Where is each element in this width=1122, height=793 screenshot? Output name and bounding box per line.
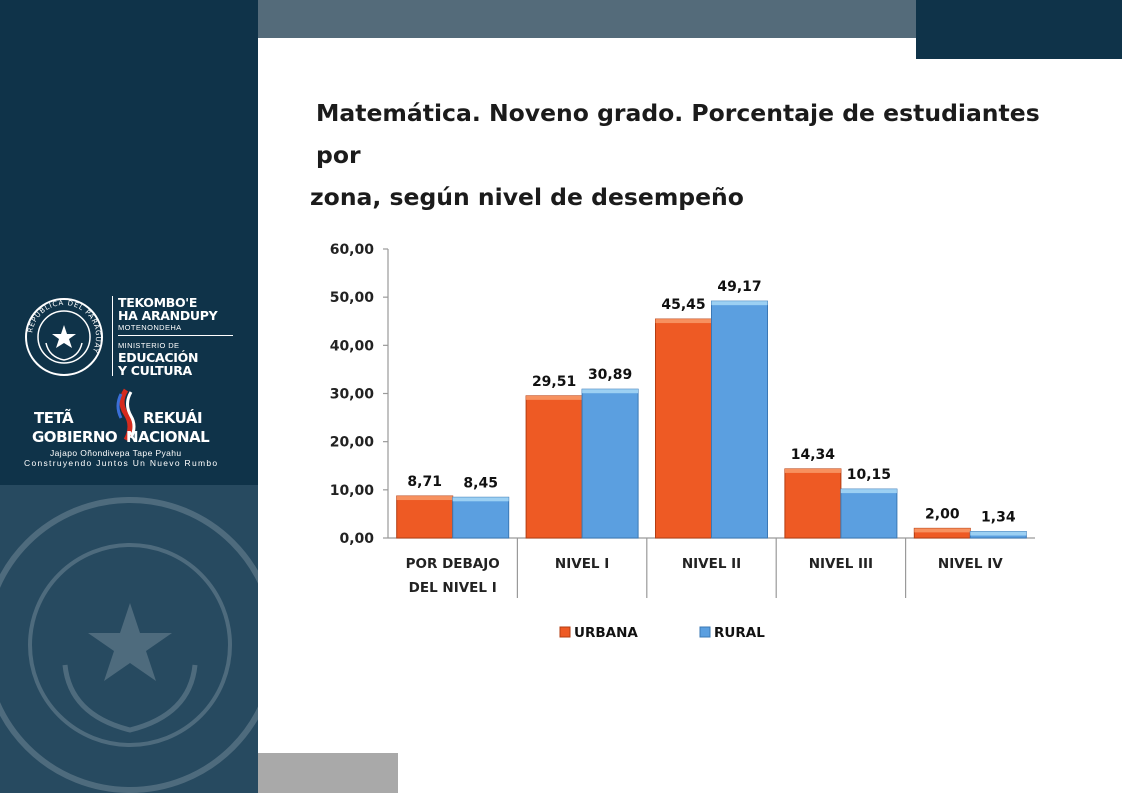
y-tick-label: 50,00: [330, 290, 375, 306]
bar-rural: [581, 388, 639, 539]
slide-title-line2: zona, según nivel de desempeño: [310, 183, 744, 211]
legend-swatch-urbana: [559, 626, 571, 638]
gov-motto-guarani: Jajapo Oñondivepa Tape Pyahu: [50, 448, 182, 458]
bar-highlight: [396, 496, 453, 501]
sidebar: REPUBLICA DEL PARAGUAY TEKOMBO'E HA ARAN…: [0, 0, 258, 793]
category-label: NIVEL II: [682, 556, 741, 572]
slide-title-line1: Matemática. Noveno grado. Porcentaje de …: [316, 99, 1040, 169]
ministry-line4: MINISTERIO DE: [118, 341, 180, 350]
data-label-urbana: 45,45: [661, 297, 705, 313]
gov-text-nacional: NACIONAL: [126, 428, 210, 446]
gov-motto-spanish: Construyendo Juntos Un Nuevo Rumbo: [24, 458, 219, 468]
data-label-rural: 10,15: [847, 467, 891, 483]
flag-ribbon-icon: [116, 388, 136, 442]
data-label-urbana: 14,34: [791, 447, 836, 463]
data-label-rural: 49,17: [717, 279, 761, 295]
ministry-name: TEKOMBO'E HA ARANDUPY MOTENONDEHA MINIST…: [118, 296, 233, 377]
seal-text: REPUBLICA DEL PARAGUAY: [26, 299, 101, 354]
seal-icon: [25, 298, 103, 376]
category-label: POR DEBAJO: [406, 556, 500, 572]
data-label-rural: 8,45: [463, 475, 498, 491]
gov-text-rekuai: REKUÁI: [143, 409, 203, 427]
bar-highlight: [526, 395, 583, 400]
category-label: DEL NIVEL I: [409, 580, 497, 596]
y-tick-label: 30,00: [330, 387, 375, 403]
gov-text-teta: TETÃ: [34, 409, 74, 427]
gov-text-gobierno: GOBIERNO: [32, 428, 118, 446]
bar-highlight: [914, 528, 971, 533]
legend-label-urbana: URBANA: [574, 625, 638, 641]
y-tick-label: 20,00: [330, 435, 375, 451]
data-label-urbana: 8,71: [407, 474, 442, 490]
y-tick-label: 0,00: [339, 531, 374, 547]
bar-chart: 0,00 10,00 20,00 30,00 40,00 50,00 60,00 8,71 8,…: [330, 242, 1035, 641]
ministry-line5: EDUCACIÓN: [118, 350, 199, 365]
top-right-accent-block: [916, 0, 1122, 59]
ministry-line2: HA ARANDUPY: [118, 308, 218, 323]
ministry-rule: [118, 335, 233, 336]
bar-highlight: [582, 389, 639, 394]
ministry-line3: MOTENONDEHA: [118, 323, 182, 332]
bar-urbana: [525, 395, 583, 539]
seal-watermark-icon: [0, 497, 258, 793]
bar-rural: [711, 300, 768, 539]
bar-highlight: [711, 301, 768, 306]
y-tick-label: 40,00: [330, 338, 375, 354]
legend-label-rural: RURAL: [714, 625, 765, 641]
ministry-line6: Y CULTURA: [118, 363, 192, 378]
bar-urbana: [784, 468, 842, 539]
bar-highlight: [840, 489, 897, 494]
seal-ring-text: REPUBLICA DEL PARAGUAY: [26, 299, 102, 354]
data-label-rural: 30,89: [588, 367, 632, 383]
bar-highlight: [655, 319, 712, 324]
category-label: NIVEL III: [809, 556, 873, 572]
legend-swatch-rural: [699, 626, 711, 638]
bar-rural: [840, 488, 898, 539]
top-accent-bar: [258, 0, 916, 38]
y-tick-label: 60,00: [330, 242, 375, 258]
bar-highlight: [970, 531, 1027, 536]
category-label: NIVEL I: [555, 556, 609, 572]
bar-urbana: [396, 495, 454, 539]
bar-highlight: [784, 468, 841, 473]
bar-highlight: [452, 497, 509, 502]
logo-divider: [112, 296, 113, 376]
slide-title: Matemática. Noveno grado. Porcentaje de …: [310, 92, 1090, 218]
bar-urbana: [655, 318, 712, 539]
category-label: NIVEL IV: [938, 556, 1003, 572]
sidebar-lower-panel: [0, 485, 258, 793]
data-label-rural: 1,34: [981, 510, 1016, 526]
government-logo: TETÃ REKUÁI GOBIERNO NACIONAL Jajapo Oño…: [24, 388, 240, 468]
data-label-urbana: 29,51: [532, 374, 576, 390]
ministry-line1: TEKOMBO'E: [118, 295, 198, 310]
y-tick-label: 10,00: [330, 483, 375, 499]
svg-text:REPUBLICA DEL PARAGUAY: REPUBLICA DEL PARAGUAY: [26, 299, 102, 354]
data-label-urbana: 2,00: [925, 506, 960, 522]
bottom-accent-bar: [258, 753, 398, 793]
bar-rural: [452, 496, 510, 539]
